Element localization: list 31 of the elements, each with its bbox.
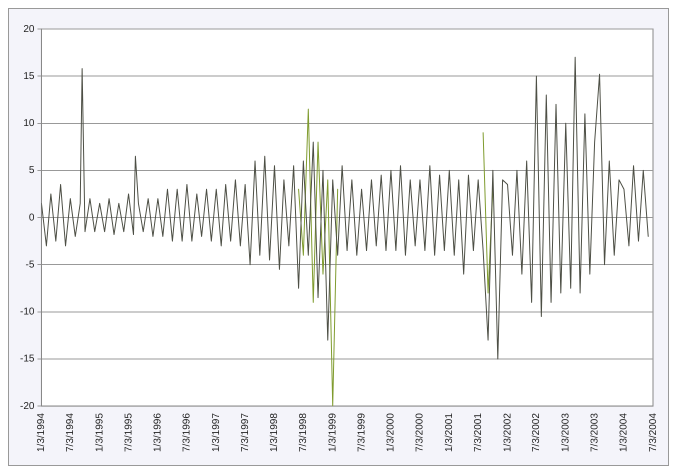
x-tick-label: 7/3/1999 — [356, 412, 368, 452]
y-tick-label: 15 — [23, 70, 35, 82]
x-tick-label: 1/3/1997 — [211, 412, 222, 452]
x-tick-label: 7/3/2003 — [589, 412, 600, 452]
x-tick-label: 7/3/2001 — [472, 412, 484, 452]
x-tick-label: 1/3/2000 — [386, 412, 397, 452]
x-tick-label: 7/3/1998 — [298, 412, 310, 452]
y-tick-label: 10 — [23, 118, 35, 130]
x-tick-label: 7/3/2004 — [648, 412, 659, 452]
x-tick-label: 7/3/1996 — [182, 412, 193, 452]
y-tick-label: 0 — [28, 212, 35, 224]
y-tick-label: 20 — [23, 24, 35, 35]
y-tick-label: 5 — [28, 165, 35, 176]
x-tick-label: 7/3/1995 — [123, 412, 134, 452]
x-tick-label: 7/3/1994 — [65, 412, 76, 452]
x-tick-label: 1/3/1996 — [152, 412, 164, 452]
y-tick-label: -15 — [20, 354, 35, 365]
x-tick-label: 7/3/1997 — [240, 412, 251, 452]
x-tick-label: 1/3/2002 — [502, 412, 514, 452]
x-tick-label: 1/3/2001 — [444, 412, 456, 452]
x-tick-label: 7/3/2000 — [414, 412, 426, 452]
x-tick-label: 1/3/2004 — [618, 412, 630, 452]
x-tick-label: 7/3/2002 — [531, 412, 542, 452]
y-tick-label: -10 — [20, 306, 35, 318]
x-tick-label: 1/3/1995 — [94, 412, 106, 452]
x-tick-label: 1/3/1994 — [36, 412, 48, 452]
x-tick-label: 1/3/1998 — [269, 412, 280, 452]
y-tick-label: -5 — [26, 259, 35, 270]
y-tick-label: -20 — [20, 400, 35, 412]
x-tick-label: 1/3/2003 — [560, 412, 572, 452]
x-tick-label: 1/3/1999 — [327, 412, 338, 452]
